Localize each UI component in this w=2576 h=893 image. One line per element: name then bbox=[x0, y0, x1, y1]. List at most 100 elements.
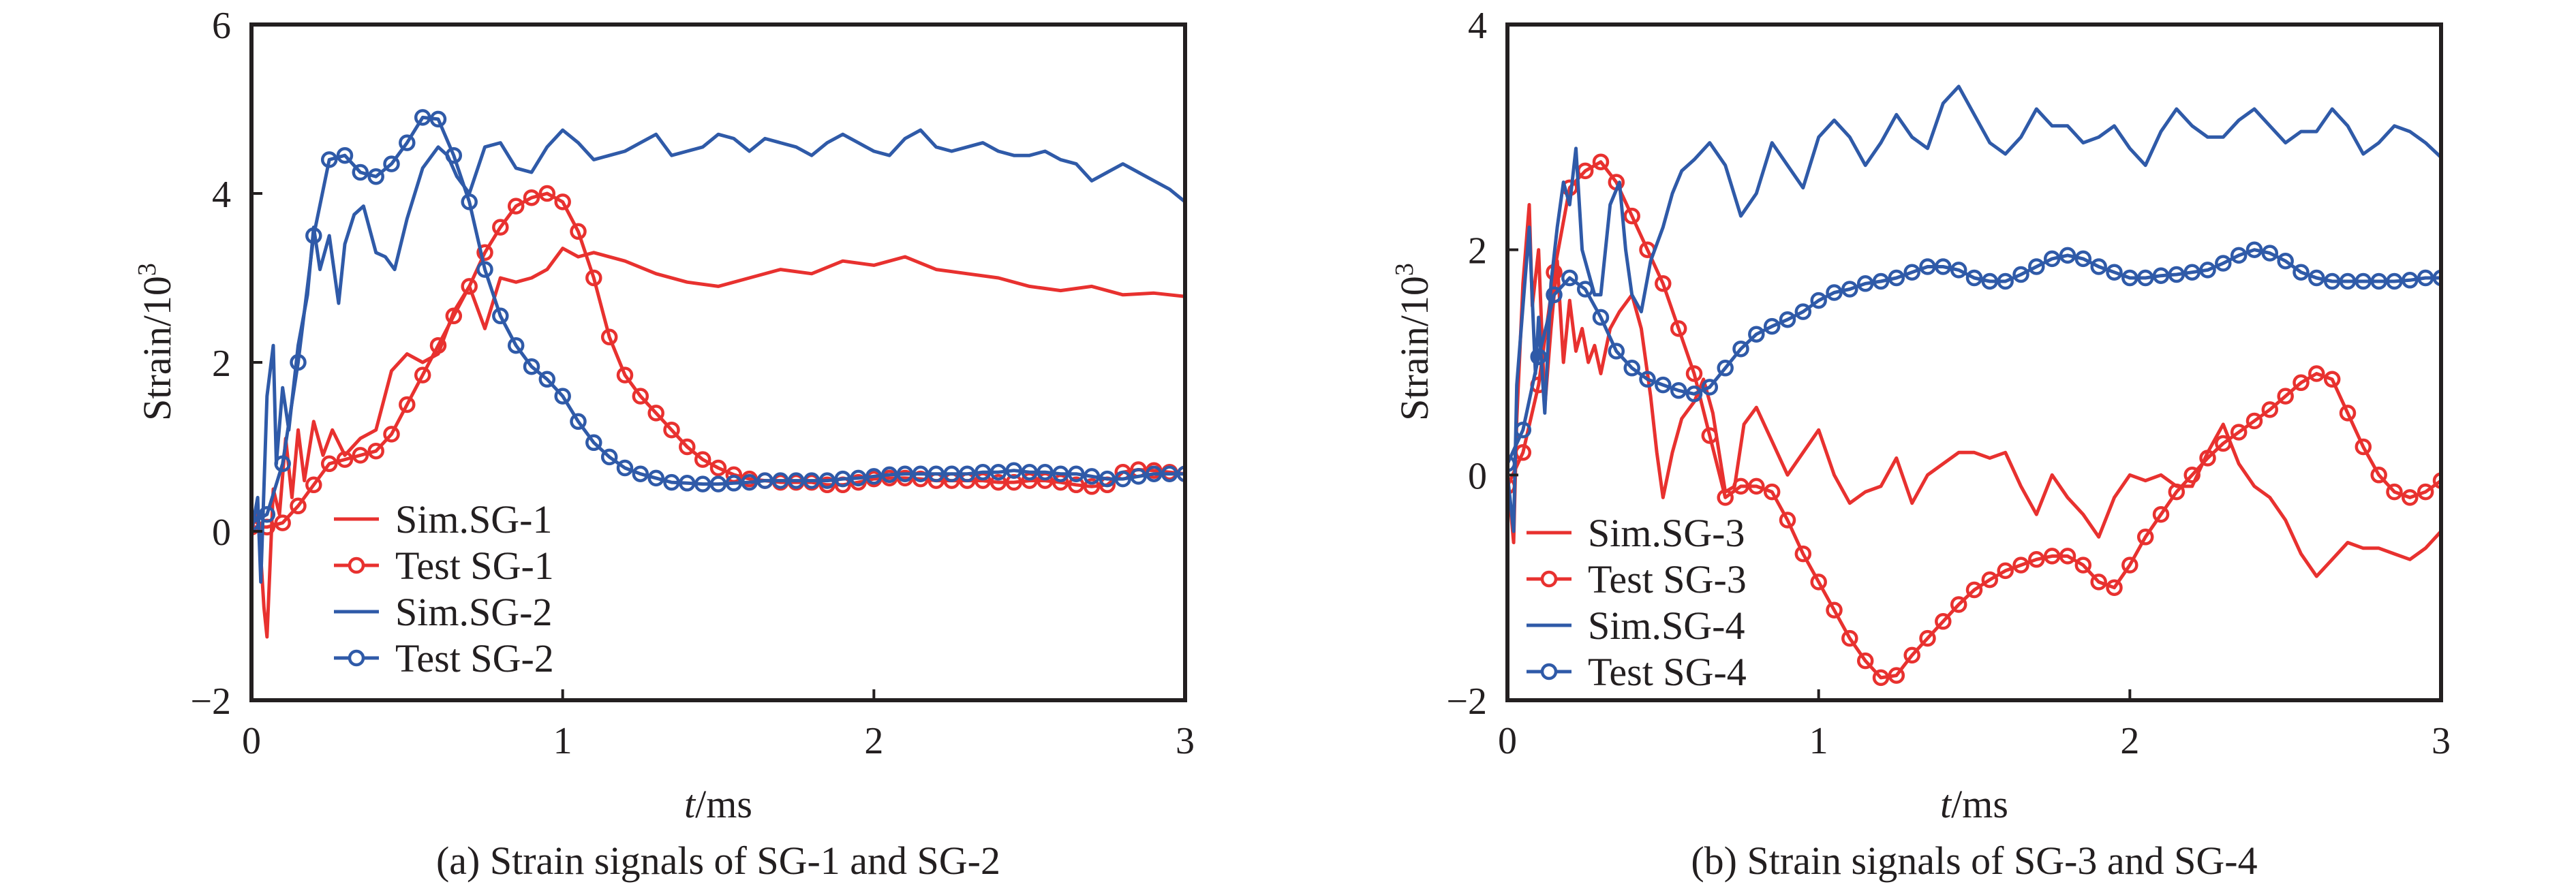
y-tick-label: 0 bbox=[212, 512, 231, 554]
legend-label: Sim.SG-4 bbox=[1588, 604, 1745, 648]
data-point bbox=[2323, 272, 2341, 290]
data-point bbox=[2074, 250, 2092, 268]
data-point bbox=[803, 472, 821, 489]
data-point bbox=[709, 459, 727, 477]
data-point bbox=[1005, 473, 1023, 491]
data-point bbox=[367, 442, 384, 460]
data-point bbox=[2417, 269, 2434, 287]
data-point bbox=[865, 468, 883, 485]
data-point bbox=[2245, 412, 2263, 430]
data-point bbox=[2043, 548, 2061, 565]
data-point bbox=[1067, 476, 1085, 494]
data-point bbox=[663, 473, 680, 491]
data-point bbox=[1514, 421, 1532, 439]
data-point bbox=[694, 451, 711, 468]
data-point bbox=[1997, 272, 2014, 290]
x-tick-label: 3 bbox=[1176, 720, 1195, 762]
data-point bbox=[1146, 465, 1163, 482]
y-axis-label-a: Strain/103 bbox=[133, 263, 179, 421]
x-tick-label: 1 bbox=[553, 720, 572, 762]
y-tick-label: 4 bbox=[212, 174, 231, 216]
data-point bbox=[383, 426, 400, 443]
data-point bbox=[1021, 463, 1038, 481]
data-point bbox=[990, 473, 1007, 491]
data-point bbox=[570, 223, 587, 240]
data-point bbox=[2370, 272, 2387, 290]
data-point bbox=[1685, 365, 1703, 382]
y-tick-label: −2 bbox=[1446, 680, 1487, 723]
data-point bbox=[2028, 551, 2045, 568]
data-point bbox=[1639, 371, 1656, 388]
data-point bbox=[2386, 272, 2403, 290]
series-line-test-sg-1 bbox=[251, 191, 1185, 529]
data-point bbox=[2230, 424, 2248, 441]
data-point bbox=[507, 336, 525, 354]
series-line-test-sg-3 bbox=[1507, 160, 2441, 680]
y-tick-label: 2 bbox=[1468, 230, 1487, 272]
data-point bbox=[1655, 275, 1672, 292]
x-tick-label: 3 bbox=[2432, 720, 2451, 762]
data-point bbox=[2090, 258, 2107, 275]
legend-label: Sim.SG-1 bbox=[395, 497, 552, 542]
data-point bbox=[1856, 652, 1874, 670]
data-point bbox=[2261, 401, 2279, 418]
plot-frame bbox=[249, 22, 1187, 702]
data-point bbox=[1083, 478, 1101, 495]
y-tick-label: 4 bbox=[1468, 5, 1487, 47]
data-point bbox=[1732, 340, 1749, 358]
data-point bbox=[1810, 292, 1827, 309]
data-point bbox=[709, 475, 727, 492]
data-point bbox=[1841, 629, 1858, 647]
data-point bbox=[1067, 465, 1085, 482]
data-point bbox=[834, 470, 851, 488]
data-point bbox=[1810, 574, 1827, 591]
data-point bbox=[2183, 467, 2201, 484]
data-point bbox=[2402, 272, 2419, 289]
data-point bbox=[1888, 269, 1905, 287]
y-axis-label-sup-b: 3 bbox=[1390, 263, 1419, 276]
data-point bbox=[1981, 272, 1999, 290]
data-point bbox=[399, 396, 416, 413]
data-point bbox=[383, 155, 400, 172]
data-point bbox=[1717, 360, 1734, 377]
data-point bbox=[1794, 545, 1812, 563]
data-point bbox=[1546, 286, 1563, 304]
data-point bbox=[1888, 667, 1905, 684]
data-point bbox=[1779, 311, 1796, 328]
data-point bbox=[305, 476, 322, 494]
y-tick-label: 0 bbox=[1468, 455, 1487, 497]
data-point bbox=[1935, 613, 1952, 630]
data-point bbox=[2308, 365, 2325, 382]
y-tick-label: 2 bbox=[212, 343, 231, 385]
data-point bbox=[1592, 153, 1610, 170]
data-point bbox=[251, 514, 260, 531]
data-point bbox=[274, 455, 291, 473]
data-point bbox=[1856, 275, 1874, 292]
data-point bbox=[1701, 379, 1719, 396]
data-point bbox=[1176, 465, 1185, 482]
legend-label: Test SG-4 bbox=[1588, 650, 1747, 694]
x-tick-label: 2 bbox=[864, 720, 883, 762]
data-point bbox=[2199, 262, 2216, 279]
data-point bbox=[2355, 272, 2372, 290]
data-point bbox=[632, 388, 649, 405]
data-point bbox=[2090, 574, 2107, 591]
plot-frame bbox=[1505, 22, 2443, 702]
data-point bbox=[2059, 548, 2076, 565]
data-point bbox=[367, 168, 384, 185]
data-point bbox=[1623, 207, 1640, 225]
data-point bbox=[2277, 252, 2294, 270]
data-point bbox=[290, 354, 307, 371]
data-point bbox=[1981, 571, 1999, 589]
data-point bbox=[523, 358, 540, 375]
data-point bbox=[274, 514, 291, 531]
y-tick-label: −2 bbox=[190, 680, 231, 723]
legend-label: Test SG-1 bbox=[395, 544, 554, 588]
data-point bbox=[2386, 483, 2403, 501]
data-point bbox=[1965, 581, 1983, 599]
data-point bbox=[538, 371, 556, 388]
data-point bbox=[585, 269, 602, 287]
data-point bbox=[990, 463, 1007, 481]
